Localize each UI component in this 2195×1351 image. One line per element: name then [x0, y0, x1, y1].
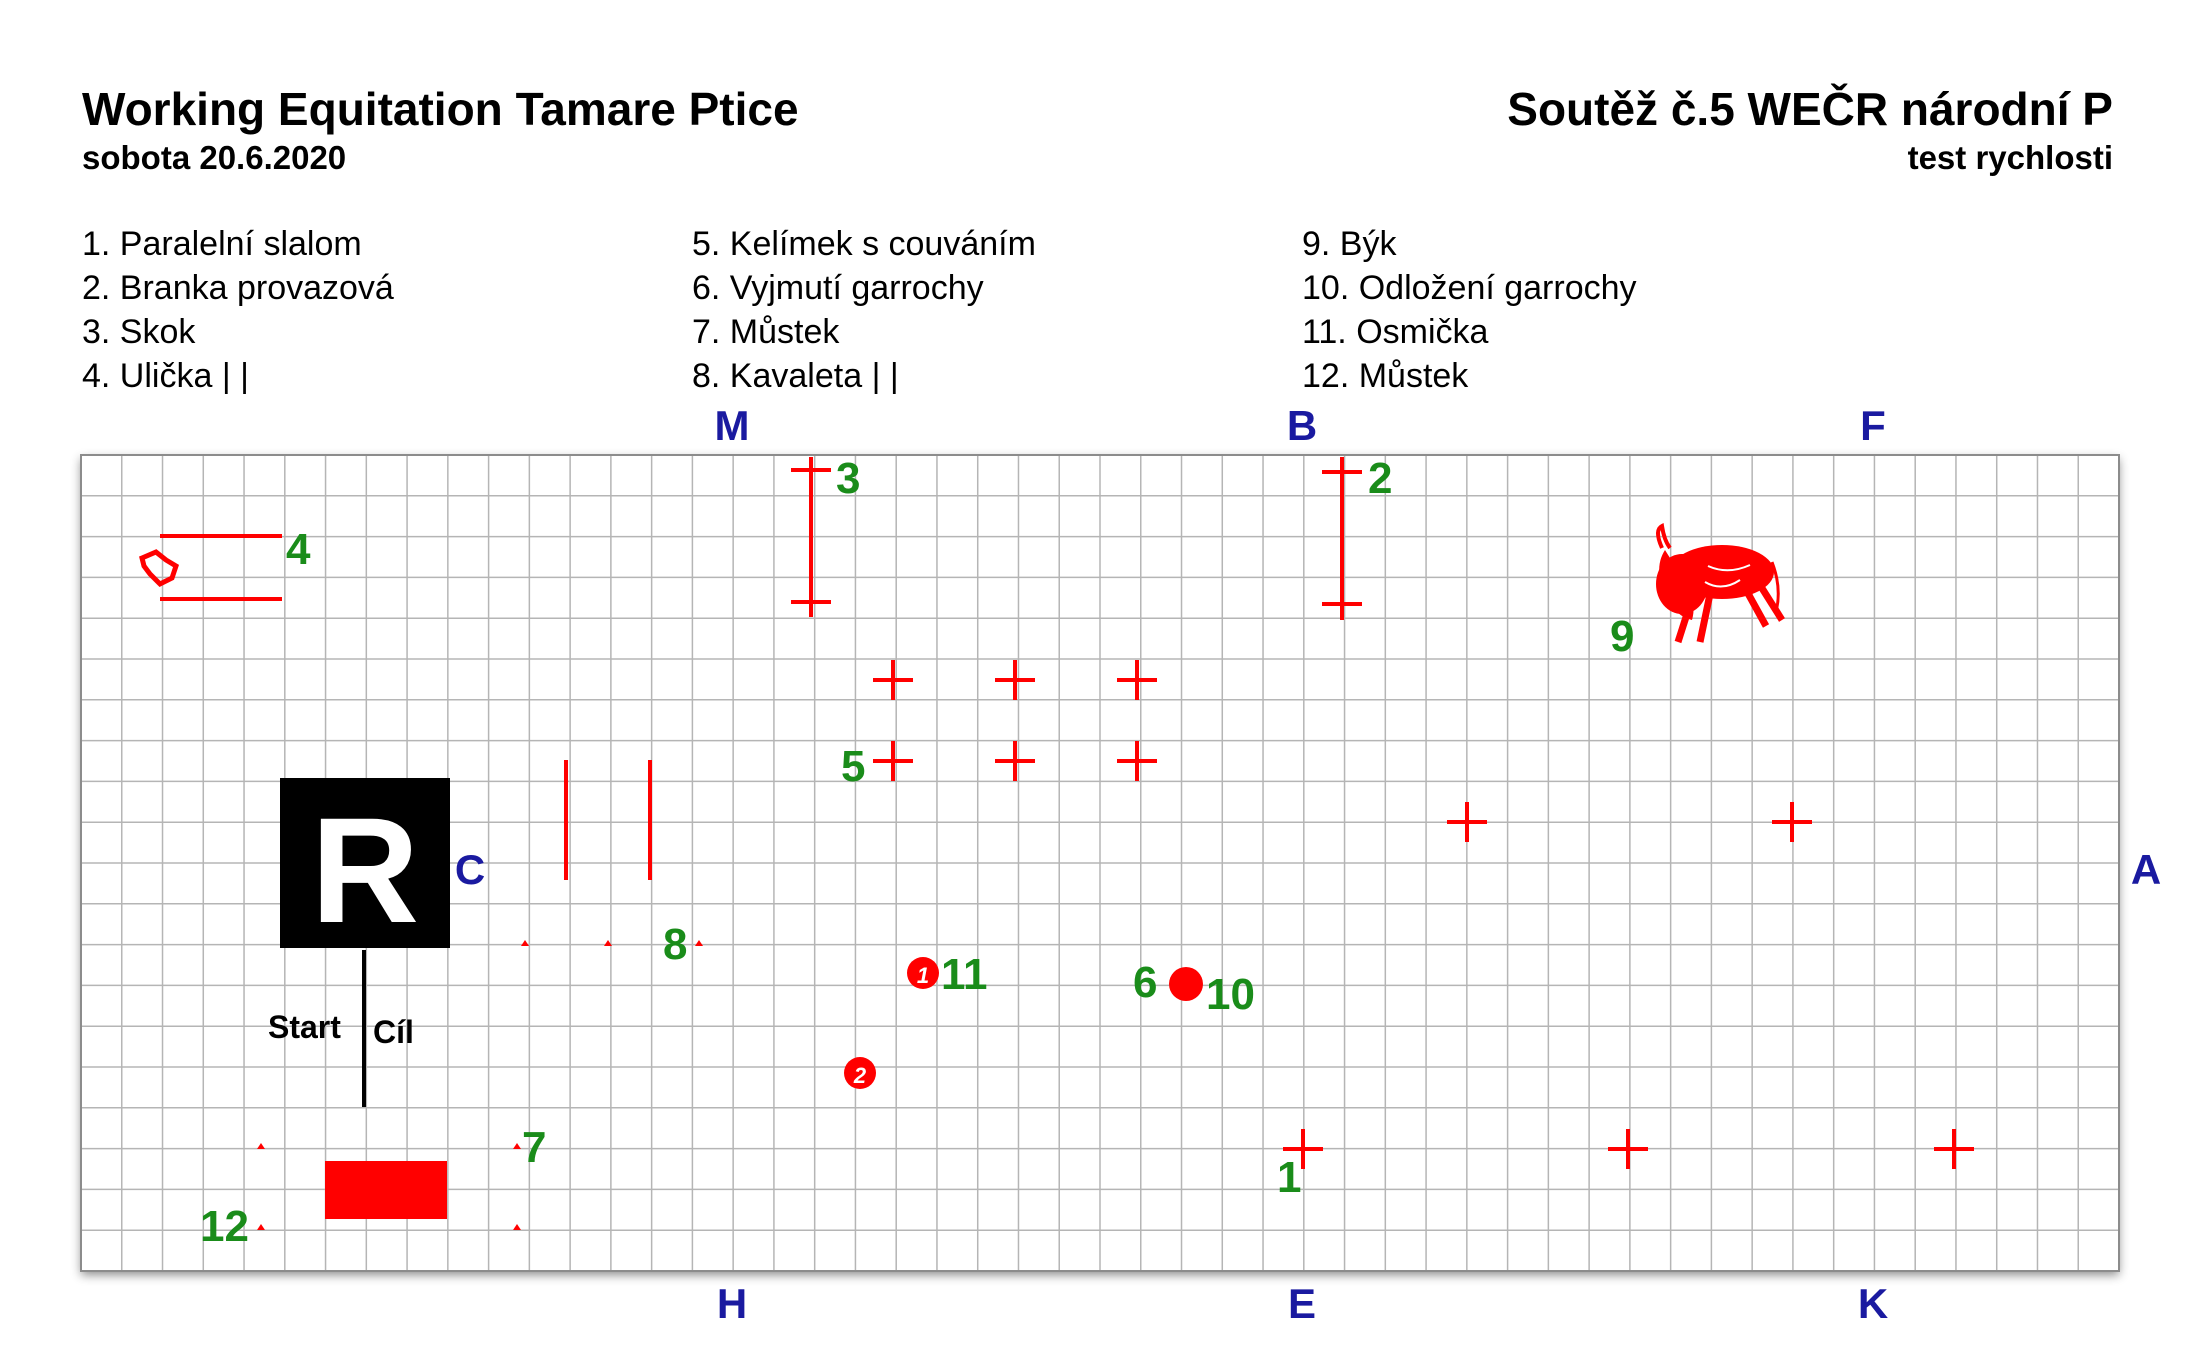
letter-K: K	[1858, 1280, 1888, 1327]
barrel-1	[907, 957, 939, 989]
bull-icon	[1656, 522, 1785, 644]
obstacle-6-10-garrocha-barrel	[1169, 967, 1203, 1001]
judge-box-background	[280, 778, 450, 948]
number-4: 4	[286, 525, 311, 574]
obstacle-8-cavaletti	[564, 760, 652, 880]
letter-A: A	[2131, 846, 2161, 893]
obstacle-4-corridor	[139, 534, 282, 601]
barrel-1-label: 1	[917, 963, 929, 988]
legend-item-9: 9. Býk	[1302, 225, 1397, 263]
start-label: Start	[268, 1009, 341, 1045]
competition-title: Soutěž č.5 WEČR národní P	[1507, 83, 2113, 135]
legend-item-6: 6. Vyjmutí garrochy	[692, 269, 984, 307]
legend-item-8: 8. Kavaleta | |	[692, 357, 899, 395]
arena-grid	[80, 454, 2120, 1272]
legend-item-11: 11. Osmička	[1302, 313, 1489, 351]
number-11: 11	[941, 950, 988, 999]
number-5: 5	[841, 742, 865, 791]
obstacle-slalom-poles	[1447, 802, 1812, 842]
legend-item-3: 3. Skok	[82, 313, 196, 351]
judge-letter: R	[311, 786, 419, 954]
obstacle-5-cup-rein-back	[873, 660, 1157, 781]
legend-item-2: 2. Branka provazová	[82, 269, 394, 307]
letter-E: E	[1288, 1280, 1316, 1327]
number-3: 3	[836, 454, 860, 503]
barrel-2	[844, 1057, 876, 1089]
letter-F: F	[1860, 402, 1886, 449]
obstacle-1-parallel-slalom	[1283, 1129, 1974, 1169]
letter-M: M	[715, 402, 750, 449]
legend-item-5: 5. Kelímek s couváním	[692, 225, 1036, 263]
legend-column-3: 9. Býk 10. Odložení garrochy 11. Osmička…	[1302, 222, 1637, 398]
number-7: 7	[522, 1123, 546, 1172]
legend-item-4: 4. Ulička | |	[82, 357, 249, 395]
obstacle-11-figure-eight: 1 2	[844, 957, 939, 1089]
event-date: sobota 20.6.2020	[82, 139, 347, 176]
small-markers	[257, 940, 703, 1230]
test-type: test rychlosti	[1907, 139, 2113, 176]
obstacle-7-bridge	[325, 1161, 447, 1219]
legend-column-2: 5. Kelímek s couváním 6. Vyjmutí garroch…	[692, 222, 1036, 398]
number-2: 2	[1368, 454, 1392, 503]
number-1: 1	[1277, 1153, 1301, 1202]
event-title: Working Equitation Tamare Ptice	[82, 83, 799, 135]
legend-item-10: 10. Odložení garrochy	[1302, 269, 1637, 307]
number-10: 10	[1206, 970, 1255, 1019]
number-6: 6	[1133, 958, 1157, 1007]
finish-label: Cíl	[373, 1014, 414, 1050]
obstacle-2-rope-gate	[1322, 457, 1362, 620]
number-8: 8	[663, 920, 687, 969]
judge-box: R	[280, 778, 450, 954]
letter-B: B	[1287, 402, 1317, 449]
barrel-2-label: 2	[853, 1063, 867, 1088]
obstacle-3-jump	[791, 457, 831, 617]
legend-item-12: 12. Můstek	[1302, 357, 1469, 395]
number-12: 12	[200, 1202, 249, 1251]
legend-item-1: 1. Paralelní slalom	[82, 225, 362, 263]
letter-H: H	[717, 1280, 747, 1327]
number-9: 9	[1610, 612, 1634, 661]
legend-column-1: 1. Paralelní slalom 2. Branka provazová …	[82, 222, 394, 398]
letter-C: C	[455, 846, 485, 893]
legend-item-7: 7. Můstek	[692, 313, 840, 351]
